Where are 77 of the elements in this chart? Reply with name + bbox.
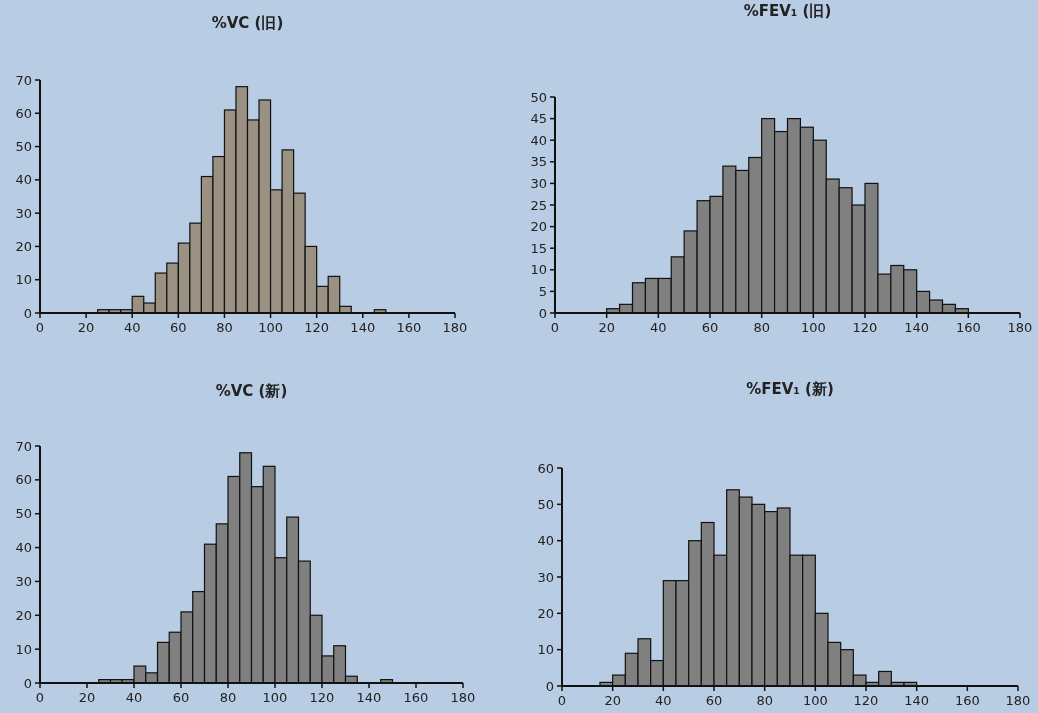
x-tick-label: 60 <box>705 693 723 708</box>
x-tick-label: 40 <box>125 690 143 705</box>
y-tick-label: 50 <box>15 139 32 155</box>
chart-title: %FEV₁ (新) <box>746 380 834 398</box>
x-tick-label: 100 <box>262 690 288 705</box>
y-tick-label: 20 <box>15 238 32 254</box>
y-tick-label: 30 <box>15 573 32 589</box>
y-tick-label: 0 <box>538 305 547 321</box>
x-tick-label: 100 <box>800 320 826 335</box>
x-tick-label: 40 <box>123 320 141 335</box>
x-tick-label: 140 <box>350 320 376 335</box>
y-tick-label: 40 <box>537 533 554 549</box>
y-tick-label: 50 <box>537 496 554 512</box>
y-tick-label: 20 <box>15 607 32 623</box>
y-tick-label: 20 <box>530 219 547 235</box>
x-tick-label: 80 <box>216 320 233 335</box>
y-tick-label: 60 <box>15 472 32 488</box>
y-tick-label: 30 <box>537 569 554 585</box>
x-tick-label: 80 <box>219 690 237 705</box>
x-tick-label: 120 <box>853 693 879 708</box>
y-tick-label: 10 <box>530 262 547 278</box>
y-tick-label: 40 <box>15 172 32 188</box>
x-tick-label: 140 <box>356 690 382 705</box>
y-tick-label: 30 <box>15 205 32 221</box>
x-tick-label: 120 <box>304 320 330 335</box>
x-tick-label: 20 <box>77 320 95 335</box>
y-tick-label: 30 <box>530 175 547 191</box>
y-tick-label: 0 <box>23 675 32 691</box>
y-tick-label: 35 <box>530 154 547 170</box>
x-tick-label: 180 <box>1007 320 1033 335</box>
y-tick-label: 5 <box>538 283 547 299</box>
x-tick-label: 20 <box>604 693 621 708</box>
x-tick-label: 80 <box>753 320 770 335</box>
y-tick-label: 50 <box>530 89 547 105</box>
x-tick-label: 0 <box>557 693 567 708</box>
x-tick-label: 60 <box>172 690 190 705</box>
x-tick-label: 180 <box>442 320 468 335</box>
x-tick-label: 160 <box>955 320 981 335</box>
x-tick-label: 40 <box>655 693 672 708</box>
y-tick-label: 45 <box>530 111 547 127</box>
x-tick-label: 180 <box>450 690 476 705</box>
x-tick-label: 120 <box>852 320 878 335</box>
y-tick-label: 60 <box>15 105 32 121</box>
x-tick-label: 100 <box>258 320 283 335</box>
x-tick-label: 160 <box>954 693 980 708</box>
x-tick-label: 100 <box>802 693 828 708</box>
x-tick-label: 140 <box>904 320 930 335</box>
x-tick-label: 60 <box>701 320 719 335</box>
x-tick-label: 140 <box>904 693 930 708</box>
x-tick-label: 60 <box>170 320 187 335</box>
chart-title: %VC (新) <box>215 382 288 400</box>
y-tick-label: 10 <box>15 272 32 288</box>
x-tick-label: 40 <box>650 320 667 335</box>
chart-title: %VC (旧) <box>211 14 284 32</box>
x-tick-label: 160 <box>396 320 422 335</box>
x-tick-label: 180 <box>1005 693 1031 708</box>
x-tick-label: 0 <box>35 320 45 335</box>
chart-title: %FEV₁ (旧) <box>743 2 832 20</box>
x-tick-label: 160 <box>403 690 429 705</box>
y-tick-label: 50 <box>15 506 32 522</box>
y-tick-label: 70 <box>15 438 32 454</box>
y-tick-label: 40 <box>15 540 32 556</box>
y-tick-label: 60 <box>537 460 554 476</box>
y-tick-label: 10 <box>537 642 554 658</box>
y-tick-label: 15 <box>530 240 547 256</box>
y-tick-label: 70 <box>15 72 32 88</box>
x-tick-label: 20 <box>78 690 96 705</box>
y-tick-label: 0 <box>545 678 554 694</box>
x-tick-label: 20 <box>598 320 615 335</box>
y-tick-label: 10 <box>15 641 32 657</box>
x-tick-label: 80 <box>756 693 773 708</box>
x-tick-label: 0 <box>35 690 45 705</box>
y-tick-label: 40 <box>530 132 547 148</box>
y-tick-label: 20 <box>537 605 554 621</box>
y-tick-label: 0 <box>23 305 32 321</box>
x-tick-label: 120 <box>309 690 335 705</box>
y-tick-label: 25 <box>530 197 547 213</box>
